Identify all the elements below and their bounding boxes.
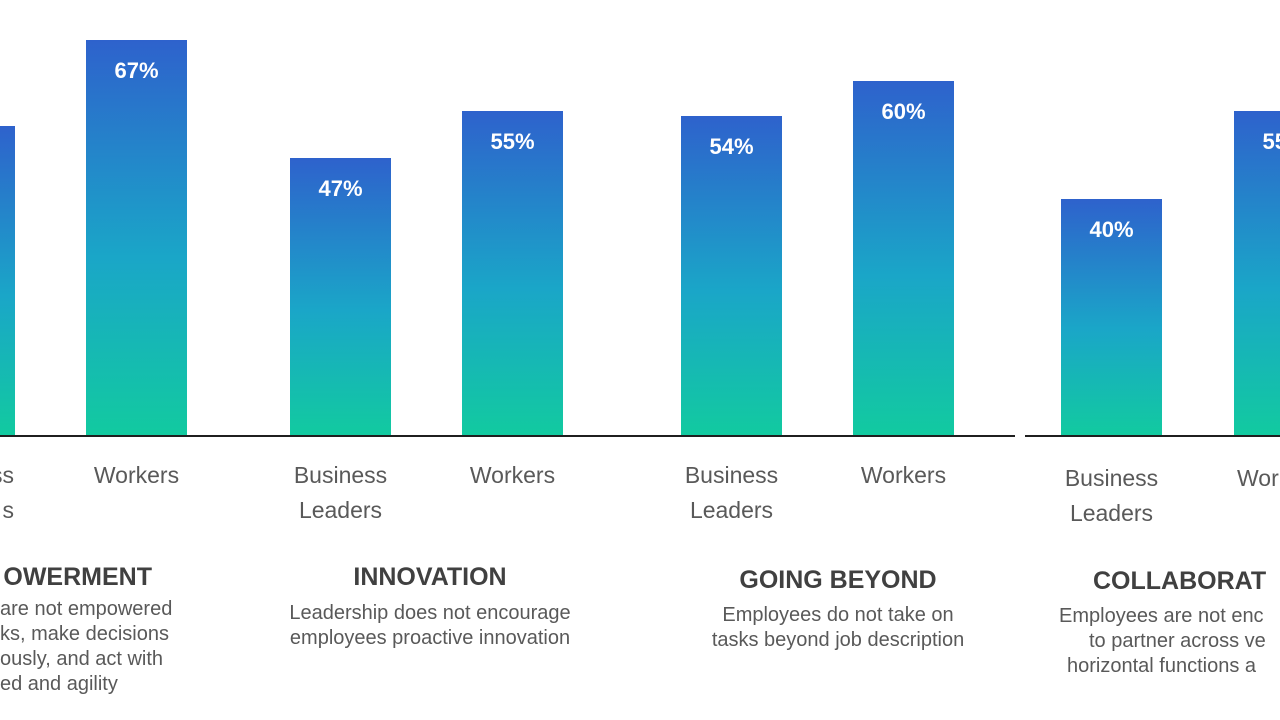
group-description-line: Employees are not enc: [1059, 605, 1264, 627]
category-label-line: ss: [0, 462, 14, 488]
group-title: COLLABORAT: [1093, 567, 1267, 595]
category-label-line: Wor: [1237, 465, 1279, 491]
category-label-line: Leaders: [689, 497, 774, 523]
bar-value-label: 55%: [1262, 128, 1280, 154]
bar-business-leaders: [0, 126, 15, 435]
bar-business-leaders: 40%: [1061, 199, 1162, 435]
bar-value-label: 55%: [490, 128, 535, 154]
category-label-line: Business: [293, 462, 388, 488]
category-label-line: Business: [1064, 465, 1159, 491]
category-label: Business Leaders: [652, 458, 812, 528]
group-description-line: ed and agility: [0, 673, 118, 695]
bar-value-label: 54%: [709, 134, 754, 160]
group-description-line: tasks beyond job description: [711, 629, 965, 651]
group-description-line: horizontal functions a: [1067, 655, 1257, 677]
group-title: INNOVATION: [353, 563, 507, 591]
category-label: Wor: [1237, 461, 1280, 496]
category-label: Business Leaders: [261, 458, 421, 528]
category-label-line: Leaders: [1069, 500, 1154, 526]
bar-workers: 60%: [853, 81, 954, 435]
bar-business-leaders: 54%: [681, 116, 782, 435]
group-description: are not empowered ks, make decisions ously…: [0, 597, 360, 697]
bar-workers: 55%: [462, 110, 563, 435]
group-title: OWERMENT: [3, 563, 152, 591]
bar-value-label: 67%: [114, 57, 159, 83]
category-label: Workers: [433, 458, 593, 493]
group-title: GOING BEYOND: [739, 566, 937, 594]
group-description-line: ously, and act with: [0, 648, 164, 670]
group-description-line: employees proactive innovation: [289, 627, 571, 649]
bar-workers: 67%: [86, 39, 187, 435]
x-axis-baseline: [0, 435, 1015, 437]
category-label-line: Workers: [860, 462, 947, 488]
x-axis-baseline: [1025, 435, 1280, 437]
category-label-line: Leaders: [298, 497, 383, 523]
group-description: Employees do not take on tasks beyond job…: [658, 603, 1018, 653]
category-label: Workers: [824, 458, 984, 493]
group-description-line: ks, make decisions: [0, 623, 169, 645]
category-label-line: Workers: [469, 462, 556, 488]
group-description: Leadership does not encourage employees p…: [250, 601, 610, 651]
bar-value-label: 40%: [1089, 217, 1134, 242]
group-description: Employees are not enc to partner across v…: [1059, 604, 1280, 679]
group-description-line: Employees do not take on: [722, 604, 954, 626]
bar-workers: 55%: [1234, 110, 1280, 435]
bar-value-label: 60%: [881, 99, 926, 124]
category-label: sss: [0, 458, 14, 528]
category-label-line: Business: [684, 462, 779, 488]
bar-value-label: 47%: [318, 175, 363, 201]
group-description-line: are not empowered: [0, 598, 173, 620]
category-label-line: Workers: [93, 462, 180, 488]
group-description-line: to partner across ve: [1089, 630, 1266, 652]
bar-business-leaders: 47%: [290, 157, 391, 435]
category-label: Workers: [57, 458, 217, 493]
category-label: Business Leaders: [1032, 461, 1192, 531]
group-description-line: Leadership does not encourage: [289, 602, 571, 624]
category-label-line: s: [2, 497, 15, 523]
